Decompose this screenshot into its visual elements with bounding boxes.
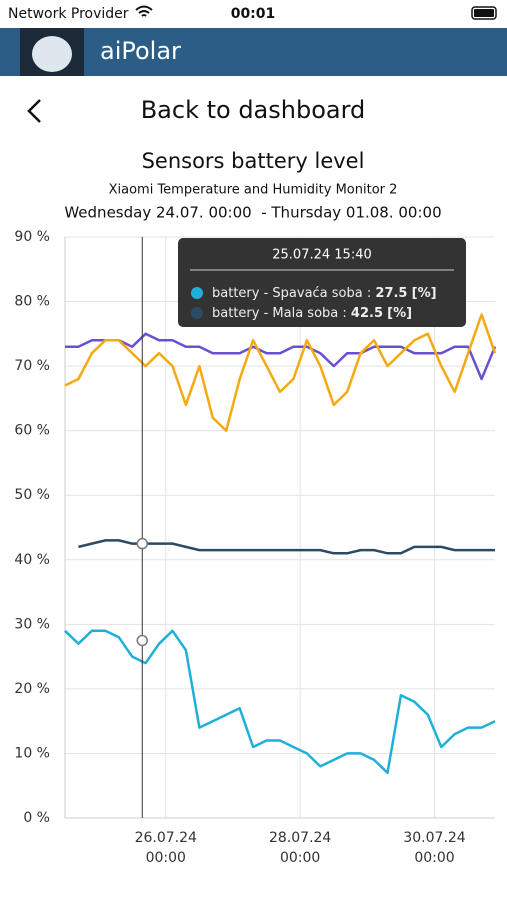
clock: 00:01 — [231, 6, 276, 22]
app-title: aiPolar — [100, 37, 181, 65]
battery-level — [474, 9, 494, 17]
tooltip-legend-dot — [191, 287, 203, 299]
tooltip-value: 27.5 — [375, 286, 407, 301]
y-tick-label: 60 % — [14, 423, 50, 439]
status-bar — [0, 0, 507, 28]
tooltip-value: 42.5 — [351, 306, 383, 321]
y-tick-label: 70 % — [14, 358, 50, 374]
y-tick-label: 30 % — [14, 616, 50, 632]
y-tick-label: 40 % — [14, 552, 50, 568]
wifi-icon — [135, 5, 153, 17]
tooltip-separator: : — [367, 286, 371, 301]
x-tick-label: 30.07.24 00:00 — [403, 830, 466, 866]
logo-bear — [32, 36, 72, 72]
series-line — [64, 313, 497, 432]
y-tick-label: 10 % — [14, 745, 50, 761]
date-range: Wednesday 24.07. 00:00 - Thursday 01.08.… — [64, 204, 441, 222]
back-label[interactable]: Back to dashboard — [141, 96, 366, 124]
chart-subtitle: Xiaomi Temperature and Humidity Monitor … — [109, 183, 398, 198]
app-bar — [0, 28, 507, 76]
y-tick-label: 80 % — [14, 294, 50, 310]
back-button[interactable] — [27, 99, 41, 123]
tooltip-box — [178, 238, 466, 327]
tooltip-unit: [%] — [412, 286, 437, 301]
cursor-point — [136, 537, 149, 550]
y-tick-label: 90 % — [14, 229, 50, 245]
x-tick-label: 28.07.24 00:00 — [268, 830, 332, 866]
y-tick-label: 20 % — [14, 681, 50, 697]
battery-icon — [471, 6, 497, 20]
series-line — [65, 332, 497, 381]
x-tick-label: 26.07.24 00:00 — [134, 830, 197, 866]
carrier: Network Provider — [8, 6, 129, 22]
tooltip-unit: [%] — [387, 306, 412, 321]
tooltip-separator: : — [342, 306, 346, 321]
y-tick-label: 50 % — [14, 487, 50, 503]
tooltip-title: 25.07.24 15:40 — [272, 248, 372, 263]
series-line — [64, 629, 496, 775]
tooltip-series-name: battery - Spavaća soba — [212, 286, 363, 301]
y-tick-label: 0 % — [23, 810, 50, 826]
tooltip-row: battery - Mala soba : 42.5 [%] — [212, 306, 412, 321]
cursor-point — [136, 634, 149, 647]
tooltip-series-name: battery - Mala soba — [212, 306, 338, 321]
tooltip-row: battery - Spavaća soba : 27.5 [%] — [212, 286, 437, 301]
tooltip-legend-dot — [191, 307, 203, 319]
chart-title: Sensors battery level — [142, 149, 365, 173]
